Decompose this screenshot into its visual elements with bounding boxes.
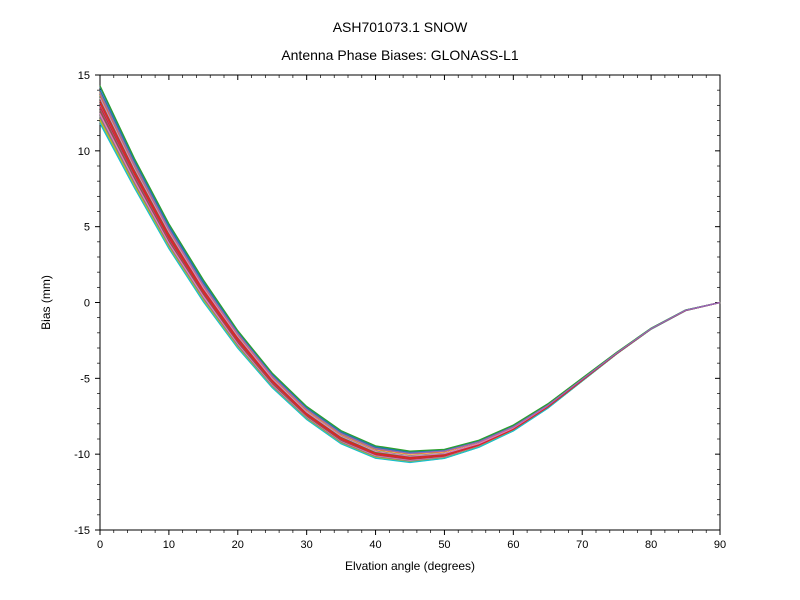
series-line xyxy=(100,121,720,463)
y-tick-label: 0 xyxy=(84,298,90,310)
series-line xyxy=(100,116,720,461)
x-tick-label: 40 xyxy=(369,539,381,551)
x-tick-label: 70 xyxy=(576,539,588,551)
x-tick-label: 50 xyxy=(438,539,450,551)
plot-area: 0 10 20 30 40 50 60 70 80 90 -15 -10 -5 0 5 10 15 xyxy=(74,70,726,551)
y-tick-label: 5 xyxy=(84,222,90,234)
series-line xyxy=(100,114,720,460)
series-line xyxy=(100,122,720,462)
chart-container: ASH701073.1 SNOW Antenna Phase Biases: G… xyxy=(0,0,800,600)
chart-title: Antenna Phase Biases: GLONASS-L1 xyxy=(281,47,519,63)
series-line xyxy=(100,124,720,463)
x-tick-label: 20 xyxy=(232,539,244,551)
y-axis-label: Bias (mm) xyxy=(39,275,53,330)
y-tick-label: -15 xyxy=(74,525,90,537)
x-tick-label: 10 xyxy=(163,539,175,551)
x-tick-label: 60 xyxy=(507,539,519,551)
series-line xyxy=(100,119,720,462)
chart-svg: ASH701073.1 SNOW Antenna Phase Biases: G… xyxy=(0,0,800,600)
x-tick-label: 30 xyxy=(301,539,313,551)
y-tick-label: -5 xyxy=(80,373,90,385)
y-tick-label: 15 xyxy=(78,70,90,82)
series-line xyxy=(100,117,720,461)
x-tick-label: 0 xyxy=(97,539,103,551)
chart-suptitle: ASH701073.1 SNOW xyxy=(333,19,468,35)
x-tick-label: 80 xyxy=(645,539,657,551)
y-tick-label: 10 xyxy=(78,146,90,158)
x-tick-label: 90 xyxy=(714,539,726,551)
x-axis-label: Elvation angle (degrees) xyxy=(345,559,475,573)
y-tick-label: -10 xyxy=(74,449,90,461)
